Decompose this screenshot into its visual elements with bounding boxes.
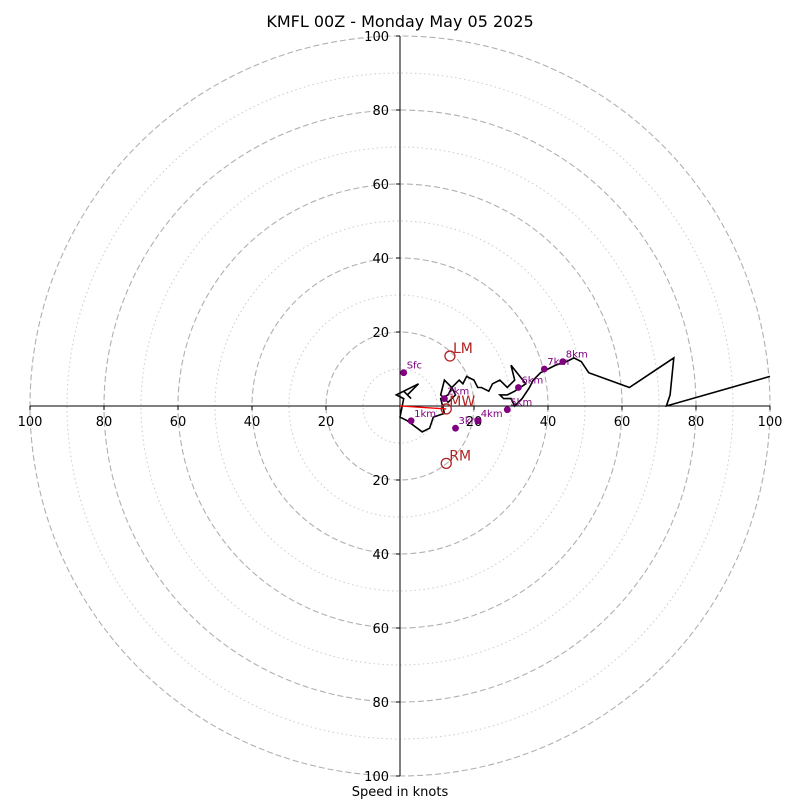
height-marker-label: Sfc [407,361,422,372]
height-marker-label: 3km [459,416,481,427]
y-tick-label: 60 [372,178,389,193]
height-marker-point [540,365,548,373]
storm-motion-label: LM [453,341,473,357]
mean-wind-vector [399,405,447,410]
height-marker-label: 6km [521,376,543,387]
y-tick-label: 100 [364,30,389,45]
storm-motion-label: RM [449,448,471,464]
x-tick-label: 80 [688,415,705,430]
storm-motion-point [440,457,452,470]
y-tick-label: 100 [364,770,389,785]
height-marker-label: 1km [414,409,436,420]
storm-motion-label: MW [449,394,475,410]
x-tick-label: 100 [18,415,43,430]
x-tick-label: 40 [540,415,557,430]
x-tick-label: 60 [614,415,631,430]
wind-profile-trace [394,356,771,433]
x-tick-label: 40 [244,415,261,430]
height-marker-label: 4km [481,409,503,420]
height-marker-point [474,417,482,425]
storm-motion-markers: LM MW RM [440,341,475,470]
height-marker-point [407,417,415,425]
height-marker-label: 7km [547,357,569,368]
y-tick-label: 40 [372,252,389,267]
x-tick-label: 80 [96,415,113,430]
y-tick-label: 80 [372,104,389,119]
x-tick-label: 20 [318,415,335,430]
chart-title: KMFL 00Z - Monday May 05 2025 [266,12,533,31]
height-marker-label: 8km [566,350,588,361]
height-marker-point [503,406,511,414]
y-tick-label: 60 [372,622,389,637]
storm-motion-point [444,350,456,362]
height-marker-point [441,395,448,402]
height-marker-point [559,358,567,365]
height-marker-point [400,369,408,377]
y-tick-label: 20 [372,326,389,341]
x-tick-label: 100 [758,415,783,430]
y-tick-label: 20 [372,474,389,489]
height-marker-point [452,424,459,432]
x-tick-label: 60 [170,415,187,430]
height-marker-label: 2km [447,387,469,398]
storm-motion-point [440,403,452,415]
y-tick-label: 80 [372,696,389,711]
hodograph-trace-line [394,356,771,433]
y-tick-label: 40 [372,548,389,563]
height-marker-label: 5km [510,398,532,409]
x-axis-label: Speed in knots [352,785,449,800]
height-marker-point [515,384,522,391]
